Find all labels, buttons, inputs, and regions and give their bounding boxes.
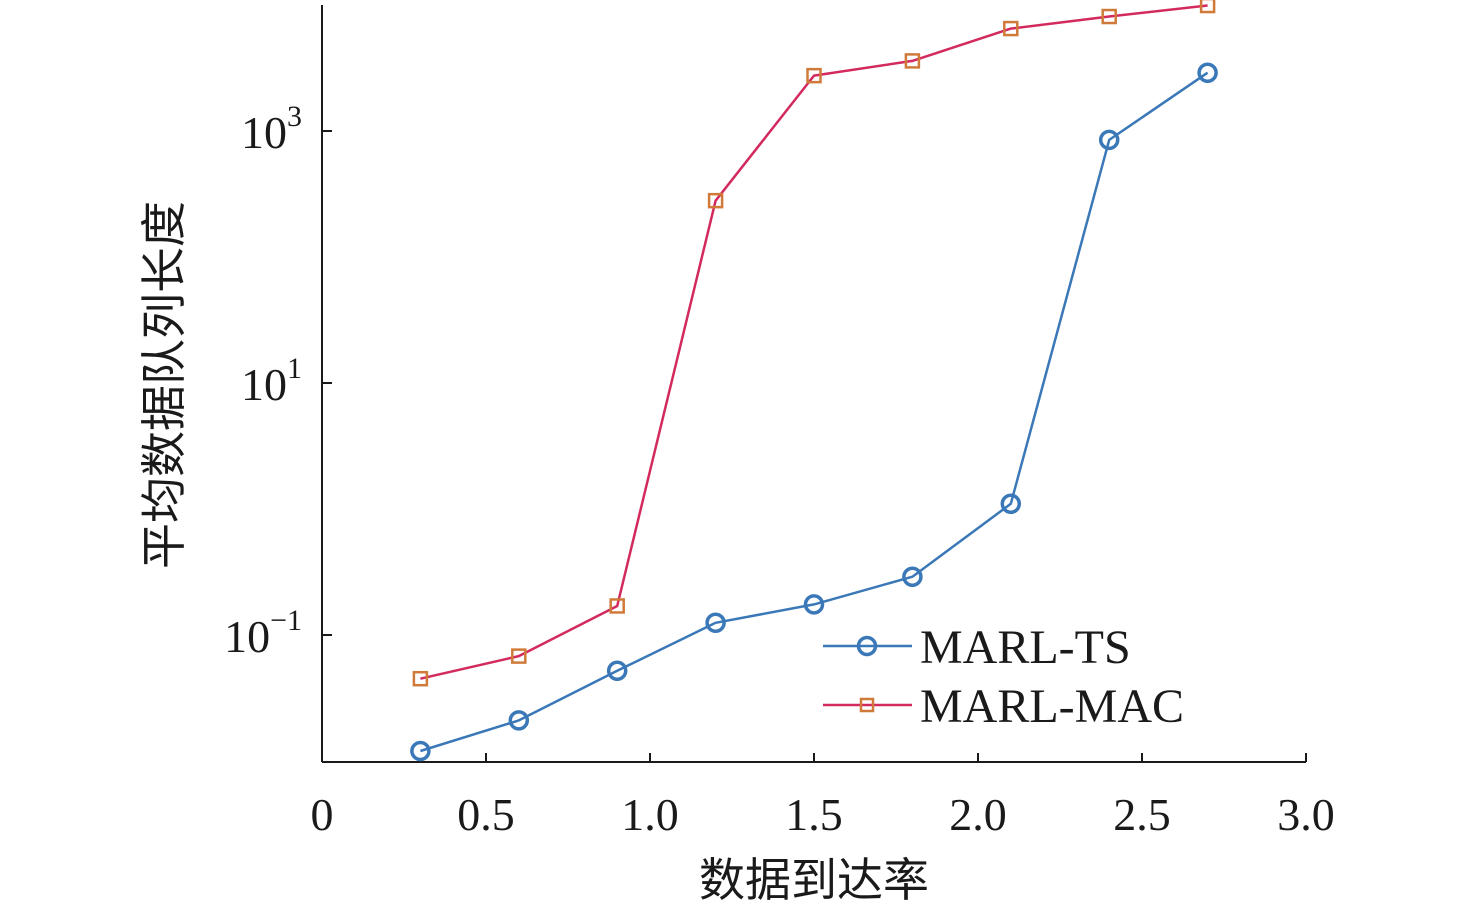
data-point — [904, 53, 921, 69]
legend-entry-marl-ts: MARL-TS — [823, 621, 1131, 674]
x-tick-label: 1.0 — [621, 789, 679, 840]
data-point — [1199, 0, 1216, 14]
x-tick-label: 2.0 — [949, 789, 1007, 840]
series-marl-ts — [410, 62, 1218, 762]
data-point — [1003, 20, 1019, 37]
data-point — [609, 598, 625, 614]
x-tick-label: 1.5 — [785, 789, 843, 840]
y-ticks: 103 101 10−1 — [224, 100, 332, 662]
data-point — [1101, 8, 1117, 25]
data-point — [606, 660, 628, 682]
legend-label: MARL-TS — [920, 621, 1131, 674]
data-point — [1098, 129, 1120, 151]
x-tick-label: 3.0 — [1277, 789, 1335, 840]
data-point — [705, 612, 726, 634]
data-point — [707, 192, 724, 209]
series-line — [420, 71, 1209, 753]
x-tick-label: 2.5 — [1113, 789, 1171, 840]
x-tick-label: 0.5 — [457, 789, 515, 840]
data-point — [508, 710, 530, 731]
x-tick-label: 0 — [311, 789, 334, 840]
y-tick-label: 10−1 — [224, 604, 302, 662]
x-axis-title: 数据到达率 — [699, 855, 929, 906]
data-point — [1197, 62, 1218, 83]
data-point — [1000, 493, 1022, 515]
legend: MARL-TS MARL-MAC — [823, 621, 1184, 733]
series-layer — [410, 0, 1218, 762]
data-point — [511, 648, 527, 664]
y-tick-label: 101 — [241, 352, 302, 410]
data-point — [410, 740, 431, 762]
axes — [321, 5, 1306, 763]
series-line — [420, 4, 1208, 680]
legend-entry-marl-mac: MARL-MAC — [823, 680, 1184, 733]
x-ticks: 0 0.5 1.0 1.5 2.0 2.5 3.0 — [311, 753, 1335, 840]
legend-marker — [856, 635, 878, 657]
y-tick-label: 103 — [241, 100, 302, 158]
legend-label: MARL-MAC — [920, 680, 1184, 733]
y-axis-title: 平均数据队列长度 — [139, 201, 190, 569]
data-point — [412, 670, 429, 687]
data-point — [803, 594, 825, 615]
data-point — [902, 566, 923, 587]
series-marl-mac — [412, 0, 1216, 687]
legend-marker — [859, 697, 875, 713]
data-point — [806, 67, 822, 84]
